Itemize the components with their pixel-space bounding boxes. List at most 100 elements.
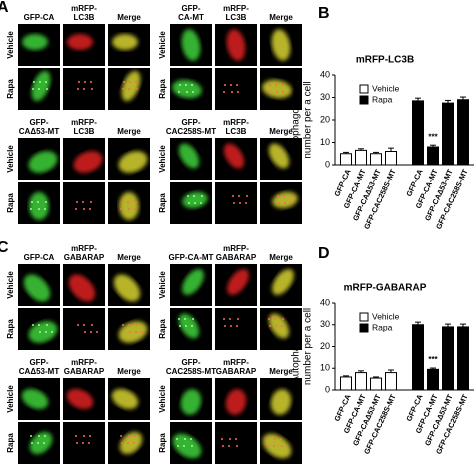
cell xyxy=(226,29,246,61)
puncta xyxy=(223,91,225,93)
puncta xyxy=(291,195,293,197)
column-header: GFP- xyxy=(181,118,200,127)
puncta xyxy=(290,202,292,204)
cell xyxy=(227,268,249,296)
bar xyxy=(427,146,439,166)
row-label: Rapa xyxy=(158,433,167,453)
puncta xyxy=(30,435,32,437)
cell xyxy=(67,34,93,50)
legend-swatch xyxy=(359,84,369,94)
puncta xyxy=(177,445,179,447)
cell xyxy=(178,143,200,169)
puncta xyxy=(237,91,239,93)
puncta xyxy=(83,435,85,437)
puncta xyxy=(185,325,187,327)
cell xyxy=(21,388,49,410)
puncta xyxy=(128,324,130,326)
puncta xyxy=(37,442,39,444)
puncta xyxy=(33,81,35,83)
cell xyxy=(223,143,245,169)
puncta xyxy=(246,195,248,197)
row-label: Vehicle xyxy=(158,271,167,299)
puncta xyxy=(120,435,122,437)
column-header: GFP-CA-MT xyxy=(169,253,214,262)
puncta xyxy=(128,435,130,437)
column-header: mRFP- xyxy=(71,118,97,127)
cell xyxy=(271,29,291,61)
puncta xyxy=(122,324,124,326)
puncta xyxy=(231,91,233,93)
panel-letter: A xyxy=(0,0,9,16)
puncta xyxy=(127,442,129,444)
puncta xyxy=(283,195,285,197)
puncta xyxy=(228,445,230,447)
puncta xyxy=(39,331,41,333)
column-header: LC3B xyxy=(226,127,247,136)
column-header: CAΔ53-MT xyxy=(19,127,60,136)
puncta xyxy=(191,84,193,86)
legend-label: Rapa xyxy=(372,322,393,332)
cell xyxy=(178,313,200,339)
puncta xyxy=(135,201,137,203)
puncta xyxy=(274,438,276,440)
puncta xyxy=(281,84,283,86)
bar xyxy=(370,153,382,166)
legend-swatch xyxy=(359,323,369,333)
column-header: mRFP- xyxy=(71,4,97,13)
puncta xyxy=(135,331,137,333)
row-label: Vehicle xyxy=(6,271,15,299)
cell xyxy=(118,192,140,220)
puncta xyxy=(268,91,270,93)
puncta xyxy=(78,81,80,83)
puncta xyxy=(192,318,194,320)
cell xyxy=(118,321,148,343)
cell xyxy=(118,151,148,173)
column-header: Merge xyxy=(269,253,293,262)
puncta xyxy=(31,442,33,444)
puncta xyxy=(193,195,195,197)
y-axis-label: Autophagosome xyxy=(291,83,302,156)
column-header: LC3B xyxy=(74,127,95,136)
column-header: CAC258S-MT xyxy=(166,367,216,376)
puncta xyxy=(179,325,181,327)
puncta xyxy=(90,201,92,203)
cell xyxy=(112,34,138,50)
puncta xyxy=(284,202,286,204)
puncta xyxy=(90,331,92,333)
puncta xyxy=(201,195,203,197)
y-tick-label: 40 xyxy=(320,69,330,79)
panel-letter: C xyxy=(0,239,9,256)
puncta xyxy=(45,331,47,333)
puncta xyxy=(269,84,271,86)
row-label: Vehicle xyxy=(6,31,15,59)
puncta xyxy=(84,331,86,333)
y-tick-label: 30 xyxy=(320,319,330,329)
cell xyxy=(121,70,141,102)
puncta xyxy=(280,438,282,440)
puncta xyxy=(136,88,138,90)
puncta xyxy=(194,202,196,204)
puncta xyxy=(238,195,240,197)
puncta xyxy=(141,331,143,333)
cell xyxy=(111,388,139,410)
micrograph xyxy=(63,308,105,350)
row-label: Rapa xyxy=(6,433,15,453)
puncta xyxy=(178,318,180,320)
significance: *** xyxy=(428,355,438,364)
cell xyxy=(268,313,290,339)
puncta xyxy=(82,442,84,444)
column-header: Merge xyxy=(117,127,141,136)
cell xyxy=(68,274,96,302)
puncta xyxy=(224,84,226,86)
puncta xyxy=(229,318,231,320)
puncta xyxy=(183,445,185,447)
puncta xyxy=(273,445,275,447)
puncta xyxy=(31,201,33,203)
puncta xyxy=(46,88,48,90)
bar xyxy=(340,376,352,391)
puncta xyxy=(186,91,188,93)
puncta xyxy=(121,442,123,444)
puncta xyxy=(122,88,124,90)
row-label: Rapa xyxy=(158,319,167,339)
puncta xyxy=(89,435,91,437)
